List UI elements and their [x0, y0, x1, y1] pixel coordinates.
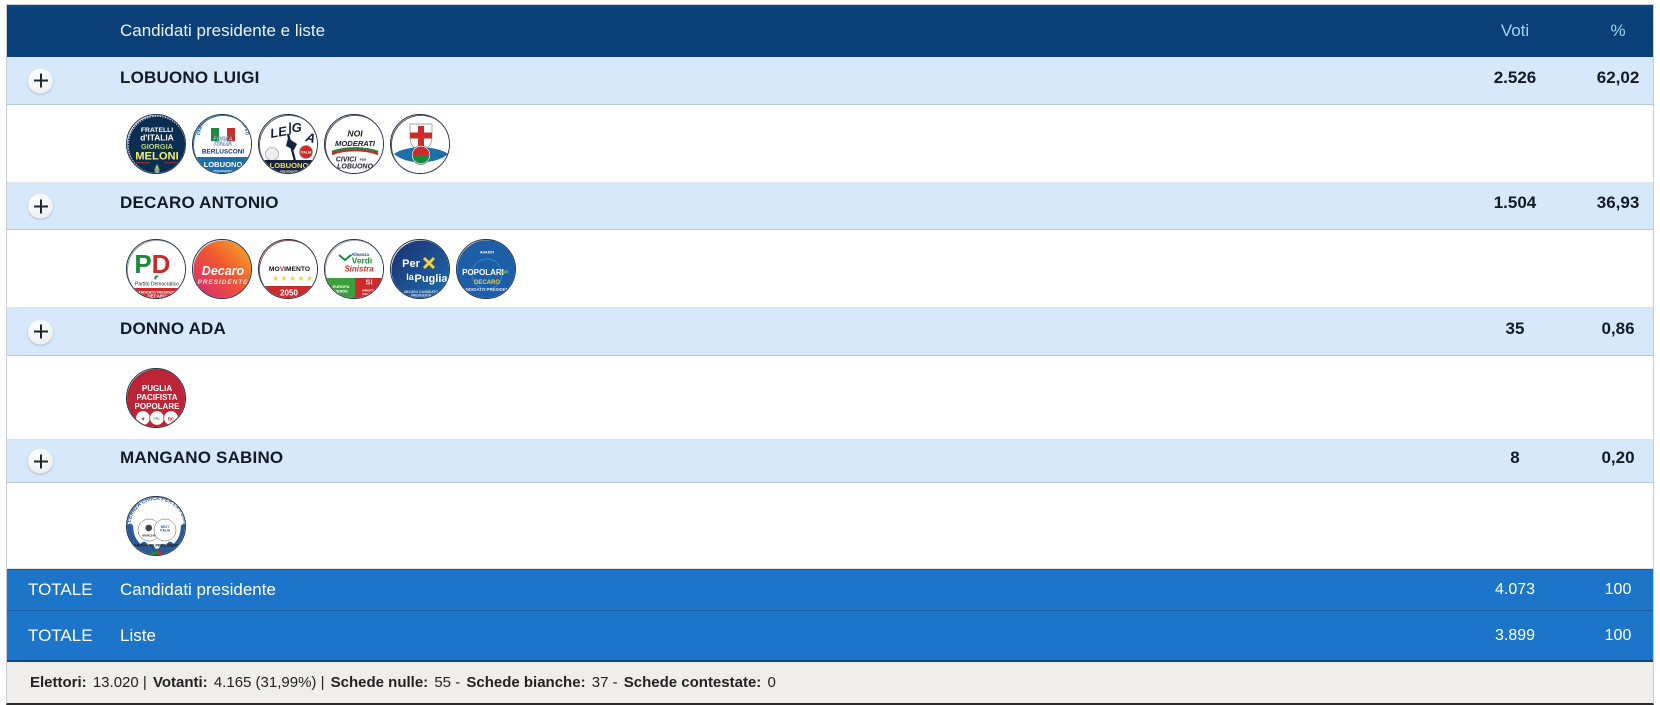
svg-text:PRESIDENTE: PRESIDENTE — [280, 169, 298, 173]
svg-text:RC: RC — [168, 416, 175, 421]
svg-text:ITALIANA: ITALIANA — [362, 291, 377, 295]
svg-text:★: ★ — [289, 274, 296, 283]
svg-text:PACIFISTA: PACIFISTA — [136, 393, 177, 402]
svg-text:★: ★ — [272, 274, 279, 283]
svg-text:PRESIDENTE: PRESIDENTE — [411, 293, 431, 297]
svg-text:MANGANO PRESIDENTE: MANGANO PRESIDENTE — [133, 542, 181, 547]
svg-text:★: ★ — [306, 274, 313, 283]
svg-text:LE: LE — [269, 123, 288, 141]
svg-text:DECARO: DECARO — [147, 293, 167, 298]
svg-text:POPOLARE: POPOLARE — [135, 402, 181, 411]
svg-text:MELONI: MELONI — [135, 150, 179, 162]
svg-text:LOBUONO: LOBUONO — [204, 160, 243, 169]
svg-text:la: la — [406, 272, 415, 282]
svg-text:Sinistra: Sinistra — [344, 264, 374, 273]
svg-text:DECARO: DECARO — [474, 280, 500, 286]
svg-text:PER: PER — [360, 158, 367, 162]
svg-text:2050: 2050 — [280, 288, 298, 297]
svg-text:D: D — [152, 249, 171, 279]
svg-text:Puglia: Puglia — [414, 273, 448, 285]
svg-text:Per: Per — [402, 258, 420, 270]
svg-text:VERDE: VERDE — [334, 288, 348, 293]
svg-text:AVANTI: AVANTI — [480, 249, 494, 254]
svg-text:d'ITALIA: d'ITALIA — [140, 132, 173, 142]
svg-text:PRESIDENTE: PRESIDENTE — [213, 169, 232, 173]
svg-text:BERLUSCONI: BERLUSCONI — [202, 148, 244, 155]
svg-text:MODERATI: MODERATI — [335, 139, 376, 148]
svg-text:CIVICI: CIVICI — [336, 156, 358, 163]
svg-text:SI: SI — [365, 277, 372, 286]
svg-text:★: ★ — [281, 274, 288, 283]
svg-text:GIORGIA: GIORGIA — [141, 142, 174, 151]
svg-text:Partito Democratico: Partito Democratico — [135, 281, 179, 287]
svg-text:Decaro: Decaro — [202, 264, 245, 278]
svg-text:★: ★ — [141, 416, 146, 422]
svg-text:ITALIA: ITALIA — [301, 150, 312, 154]
svg-text:MARCHE: MARCHE — [142, 533, 155, 537]
svg-text:LOBUONO: LOBUONO — [337, 163, 373, 170]
svg-text:PUGLIA: PUGLIA — [142, 384, 172, 393]
svg-text:MOVIMENTO: MOVIMENTO — [269, 266, 310, 273]
svg-text:ITALIA: ITALIA — [214, 141, 232, 147]
svg-text:⚫: ⚫ — [145, 524, 153, 532]
svg-text:★: ★ — [298, 274, 305, 283]
svg-text:ITALIA: ITALIA — [160, 528, 171, 532]
svg-text:CANDIDATO PRESIDENTE: CANDIDATO PRESIDENTE — [459, 287, 514, 292]
svg-text:NOI: NOI — [347, 128, 363, 138]
svg-text:PRESIDENTE: PRESIDENTE — [198, 279, 249, 286]
svg-text:PRC: PRC — [153, 417, 161, 421]
svg-text:POPOLARI: POPOLARI — [462, 268, 504, 277]
svg-text:con: con — [500, 269, 509, 275]
svg-text:|G: |G — [288, 120, 302, 135]
svg-text:P: P — [134, 249, 151, 279]
